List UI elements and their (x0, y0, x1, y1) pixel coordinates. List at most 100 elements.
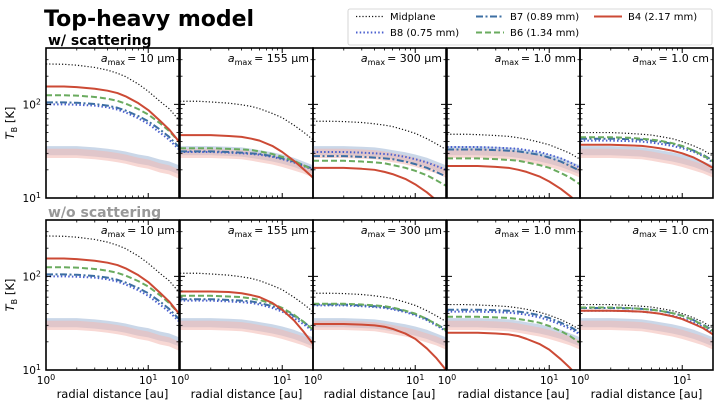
series-mid-line (180, 100, 313, 141)
series-b4-line (580, 143, 713, 169)
axis-ticks (446, 48, 581, 199)
panel-plot-area (580, 131, 713, 178)
panel-frame (446, 219, 581, 371)
panel-frame (446, 47, 581, 199)
series-b8-line (180, 299, 313, 332)
axis-ticks (45, 48, 180, 199)
legend-entry-b7: B7 (0.89 mm) (476, 12, 579, 23)
panel-plot-area (46, 63, 179, 179)
uncertainty-band-1 (580, 148, 713, 178)
axis-ticks (312, 48, 447, 199)
series-b7-line (447, 308, 580, 334)
legend-frame (347, 8, 713, 46)
series-b6-line (447, 157, 580, 186)
panel-r0-c2: amax = 300 μm (312, 47, 447, 199)
legend-label-mid: Midplane (390, 12, 436, 23)
x-tick-label: 101 (406, 373, 424, 387)
y-tick-label: 102 (23, 269, 41, 283)
series-b6-line (447, 315, 580, 344)
series-b6-line (580, 306, 713, 333)
panel-r0-c4: amax = 1.0 cm (579, 47, 714, 199)
panel-frame (579, 47, 714, 199)
panel-frame (312, 219, 447, 371)
panel-plot-area (180, 100, 313, 179)
legend-entry-b8: B8 (0.75 mm) (356, 28, 459, 39)
series-b4-line (313, 322, 446, 370)
y-tick-label: 102 (23, 97, 41, 111)
axis-ticks (579, 220, 714, 371)
axis-ticks (446, 220, 581, 371)
series-mid-line (46, 235, 179, 293)
x-axis-label: radial distance [au] (458, 387, 570, 401)
series-mid-line (313, 120, 446, 150)
series-b4-line (447, 164, 574, 198)
panel-frame (45, 47, 180, 199)
panel-plot-area (313, 292, 446, 370)
amax-annotation: amax = 300 μm (361, 224, 442, 239)
amax-annotation: amax = 1.0 cm (632, 52, 709, 67)
series-mid-line (46, 63, 179, 121)
series-b6-line (580, 136, 713, 163)
series-b6-line (180, 294, 313, 331)
series-b4-line (447, 331, 574, 370)
figure-title: Top-heavy model (44, 7, 254, 32)
panel-plot-area (447, 303, 580, 370)
series-b4-line (46, 257, 179, 315)
panel-frame (579, 219, 714, 371)
x-tick-label: 100 (438, 373, 456, 387)
x-tick-label: 101 (673, 373, 691, 387)
panel-plot-area (180, 272, 313, 350)
x-tick-label: 100 (571, 373, 589, 387)
amax-annotation: amax = 10 μm (101, 224, 175, 239)
uncertainty-band-1 (46, 148, 179, 179)
panel-plot-area (447, 133, 580, 198)
legend-label-b7: B7 (0.89 mm) (510, 12, 579, 23)
series-b8-line (46, 103, 179, 151)
axis-ticks (312, 220, 447, 371)
legend-label-b8: B8 (0.75 mm) (390, 28, 459, 39)
series-b6-line (46, 94, 179, 143)
series-b4-line (313, 166, 436, 198)
amax-annotation: amax = 1.0 mm (495, 224, 576, 239)
x-tick-label: 101 (139, 373, 157, 387)
y-tick-label: 101 (23, 363, 41, 377)
row-title-0: w/ scattering (48, 33, 152, 49)
y-axis-label-1: TB [K] (3, 279, 19, 312)
panel-frame (179, 47, 314, 199)
legend-entry-b4: B4 (2.17 mm) (594, 12, 697, 23)
uncertainty-band-1 (180, 148, 313, 178)
amax-annotation: amax = 1.0 mm (495, 52, 576, 67)
x-axis-label: radial distance [au] (57, 387, 169, 401)
x-tick-label: 100 (304, 373, 322, 387)
x-tick-label: 100 (37, 373, 55, 387)
legend: Midplane B8 (0.75 mm) B7 (0.89 mm) B6 (1.34… (347, 8, 713, 46)
plots: w/ scattering TB [K] amax = 10 μm 101 102 amax… (3, 33, 714, 401)
amax-annotation: amax = 300 μm (361, 52, 442, 67)
uncertainty-band-1 (447, 148, 580, 178)
x-tick-label: 101 (540, 373, 558, 387)
uncertainty-band-1 (313, 320, 446, 350)
series-b4-line (580, 309, 713, 336)
panel-plot-area (580, 303, 713, 350)
panel-frame (312, 47, 447, 199)
panel-frame (45, 219, 180, 371)
panel-plot-area (313, 120, 446, 198)
row-title-1: w/o scattering (48, 205, 161, 221)
amax-annotation: amax = 1.0 cm (632, 224, 709, 239)
series-b8-line (46, 275, 179, 323)
series-b4-line (180, 134, 313, 179)
amax-annotation: amax = 155 μm (228, 52, 309, 67)
row-1: w/o scattering TB [K] amax = 10 μm 101 102 100… (3, 205, 714, 401)
y-tick-label: 101 (23, 191, 41, 205)
series-b4-line (46, 85, 179, 143)
x-tick-label: 101 (273, 373, 291, 387)
x-tick-label: 100 (171, 373, 189, 387)
legend-label-b4: B4 (2.17 mm) (628, 12, 697, 23)
amax-annotation: amax = 10 μm (101, 52, 175, 67)
